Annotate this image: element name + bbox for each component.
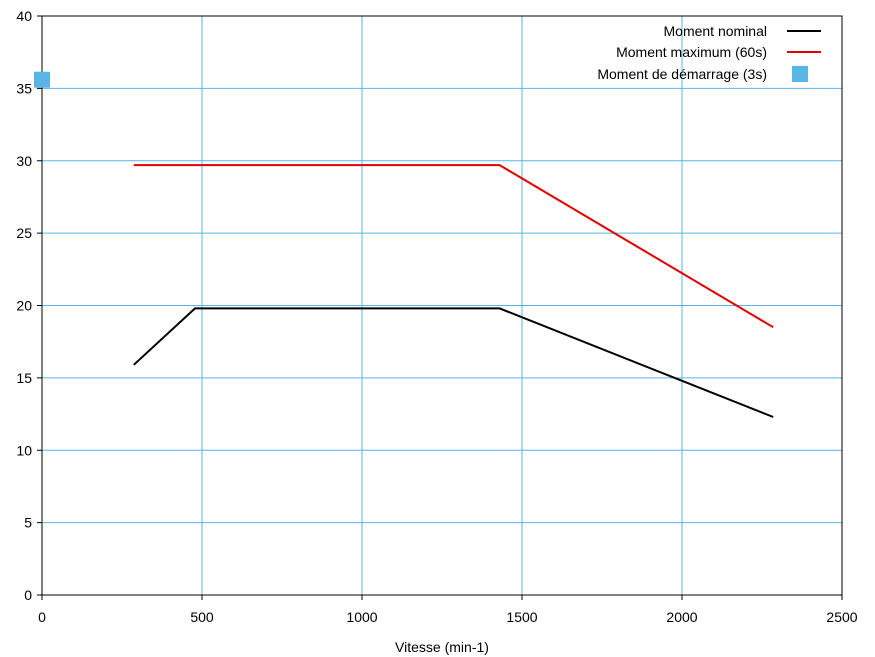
grid-lines xyxy=(41,15,843,596)
legend-label-2: Moment de démarrage (3s) xyxy=(597,66,767,82)
y-tick-label: 25 xyxy=(16,225,32,241)
x-axis-title: Vitesse (min-1) xyxy=(395,639,489,655)
legend-swatch-2 xyxy=(792,66,808,82)
y-tick-label: 10 xyxy=(16,442,32,458)
x-tick-label: 2000 xyxy=(666,609,697,625)
y-tick-label: 35 xyxy=(16,80,32,96)
y-tick-label: 5 xyxy=(24,515,32,531)
y-tick-label: 40 xyxy=(16,8,32,24)
x-tick-label: 0 xyxy=(38,609,46,625)
y-tick-label: 15 xyxy=(16,370,32,386)
x-tick-label: 1000 xyxy=(346,609,377,625)
legend-label-0: Moment nominal xyxy=(664,23,768,39)
legend-label-1: Moment maximum (60s) xyxy=(616,44,767,60)
series-marker-2 xyxy=(34,71,50,88)
series-group xyxy=(34,71,774,418)
x-tick-label: 500 xyxy=(190,609,214,625)
x-tick-label: 1500 xyxy=(506,609,537,625)
series-line-0 xyxy=(133,307,774,418)
x-tick-label: 2500 xyxy=(826,609,857,625)
legend: Moment nominal Moment maximum (60s) Moment… xyxy=(597,23,821,82)
y-tick-label: 30 xyxy=(16,153,32,169)
axis-ticks: 0 500 1000 1500 2000 2500 0 5 10 15 20 25 30 35 40 xyxy=(16,8,857,625)
y-tick-label: 0 xyxy=(24,587,32,603)
y-tick-label: 20 xyxy=(16,298,32,314)
series-line-1 xyxy=(133,164,774,329)
